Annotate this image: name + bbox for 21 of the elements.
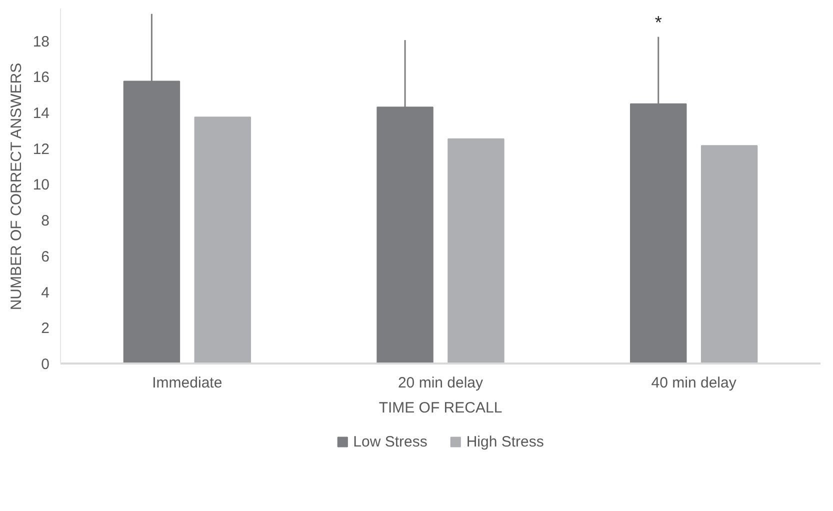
x-tick-label: 20 min delay bbox=[398, 374, 484, 392]
y-tick-label: 0 bbox=[41, 356, 50, 373]
y-tick-label: 18 bbox=[32, 33, 50, 50]
bar bbox=[700, 145, 758, 364]
annotation: * bbox=[654, 12, 662, 32]
legend-label: Low Stress bbox=[353, 433, 428, 450]
y-tick-label: 12 bbox=[32, 140, 50, 158]
bar bbox=[194, 116, 251, 364]
y-tick-label: 8 bbox=[41, 212, 50, 230]
bar bbox=[448, 138, 504, 364]
y-tick-label: 16 bbox=[32, 69, 50, 86]
y-tick-label: 14 bbox=[32, 104, 50, 122]
y-tick-label: 6 bbox=[41, 248, 50, 266]
y-axis-title: NUMBER OF CORRECT ANSWERS bbox=[8, 62, 25, 310]
x-tick-label: 40 min delay bbox=[651, 374, 737, 392]
y-tick-label: 2 bbox=[41, 320, 50, 338]
x-tick-label: Immediate bbox=[152, 374, 222, 392]
x-axis-title: TIME OF RECALL bbox=[378, 400, 502, 416]
y-tick-label: 4 bbox=[41, 284, 50, 302]
y-tick-label: 10 bbox=[32, 176, 50, 194]
legend-label: High Stress bbox=[466, 433, 544, 450]
